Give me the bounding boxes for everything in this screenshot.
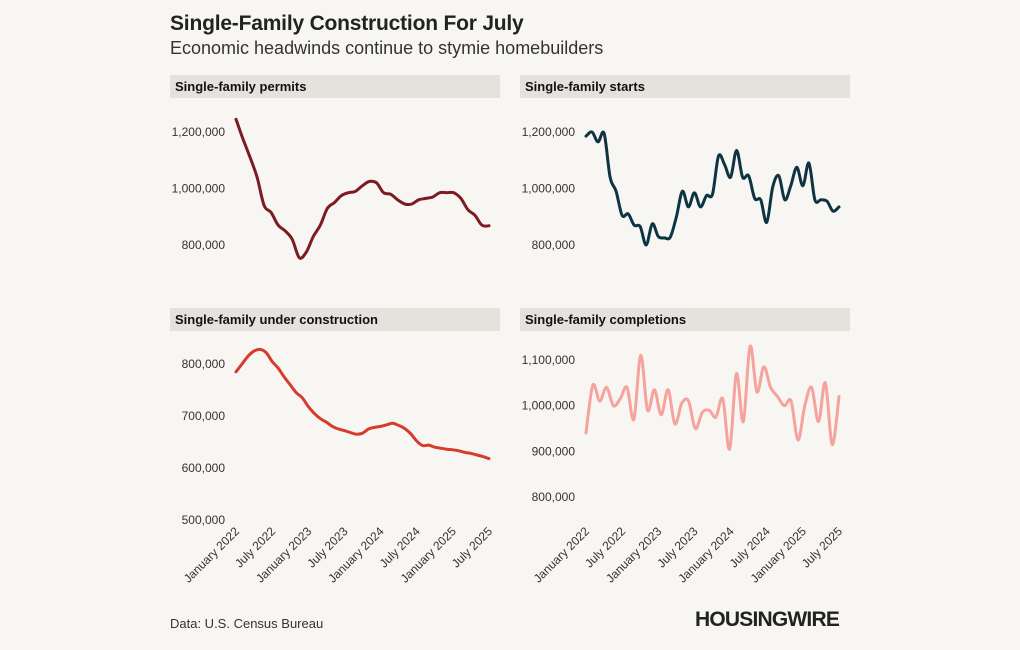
x-tick-label: January 2022 — [531, 524, 593, 586]
panel-title-starts: Single-family starts — [520, 75, 850, 98]
x-tick-label: July 2025 — [449, 524, 495, 570]
series-line — [584, 130, 841, 247]
panel-title-permits: Single-family permits — [170, 75, 500, 98]
y-tick-label: 700,000 — [182, 409, 226, 423]
y-tick-label: 1,000,000 — [522, 182, 576, 196]
y-tick-label: 1,200,000 — [172, 125, 226, 139]
y-tick-label: 1,100,000 — [522, 353, 576, 367]
y-tick-label: 800,000 — [532, 490, 576, 504]
chart-subtitle: Economic headwinds continue to stymie ho… — [170, 38, 604, 58]
y-tick-label: 600,000 — [182, 461, 226, 475]
y-tick-label: 900,000 — [532, 444, 576, 458]
y-tick-label: 500,000 — [182, 513, 226, 527]
source-note: Data: U.S. Census Bureau — [170, 616, 324, 631]
panel-title-under-construction: Single-family under construction — [170, 308, 500, 331]
housingwire-logo: HOUSINGWIRE — [695, 608, 840, 631]
chart-title: Single-Family Construction For July — [170, 12, 524, 35]
panel-title-completions: Single-family completions — [520, 308, 850, 331]
y-tick-label: 1,000,000 — [522, 399, 576, 413]
series-line — [234, 117, 491, 260]
x-tick-label: July 2025 — [799, 524, 845, 570]
series-line — [234, 347, 491, 461]
y-tick-label: 800,000 — [182, 238, 226, 252]
y-tick-label: 800,000 — [182, 357, 226, 371]
y-tick-label: 1,000,000 — [172, 182, 226, 196]
y-tick-label: 1,200,000 — [522, 125, 576, 139]
series-line — [584, 344, 841, 451]
y-tick-label: 800,000 — [532, 238, 576, 252]
x-tick-label: January 2022 — [181, 524, 243, 586]
